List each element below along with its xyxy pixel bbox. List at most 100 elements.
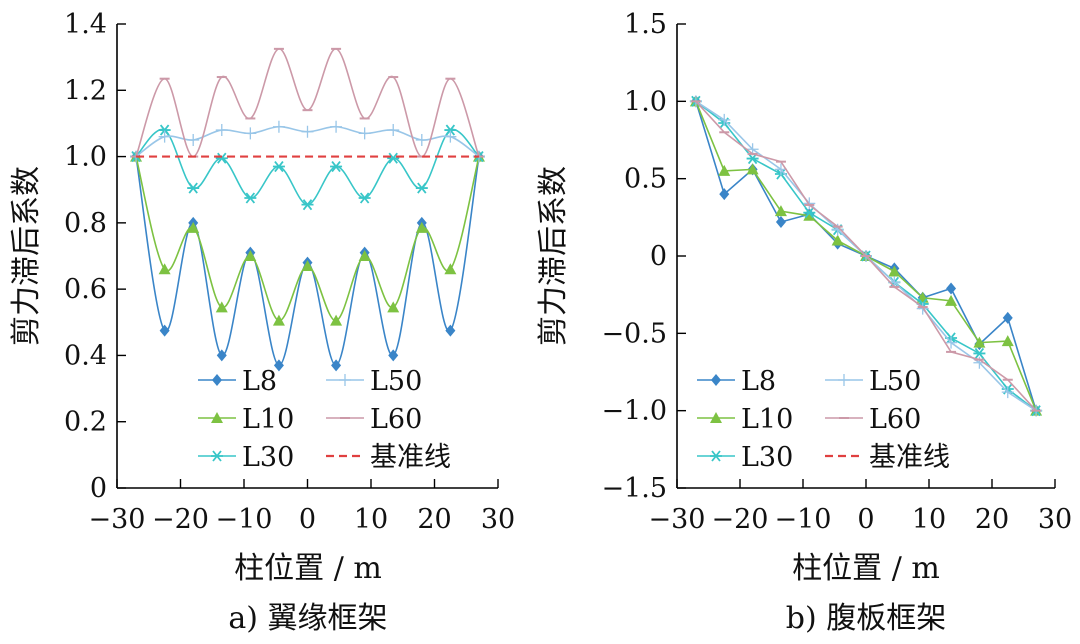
legend-item-l60: L60 <box>825 404 921 435</box>
axes-a: 0 0.2 0.4 0.6 0.8 1.0 1.2 1.4 −30 −20 −10 0 10 20 30 <box>64 9 515 535</box>
legend-marker-l10 <box>211 412 223 423</box>
panel-web-frame: 剪力滞后系数 柱位置 / m b) 腹板框架 −1.5 −1.0 −0.5 0 0.5 1… <box>536 9 1072 636</box>
legend-label-l30: L30 <box>741 442 793 473</box>
x-tick-label: 30 <box>1038 504 1072 535</box>
x-tick-label: 20 <box>417 504 451 535</box>
data-point-l10 <box>746 163 759 175</box>
data-point-l10 <box>387 301 400 313</box>
legend-marker-l50 <box>838 374 850 386</box>
axes-b: −1.5 −1.0 −0.5 0 0.5 1.0 1.5 −30 −20 −10 0 10 20 30 <box>601 9 1072 535</box>
data-point-l50 <box>1001 386 1014 399</box>
legend-marker-l8 <box>212 374 222 386</box>
legend-label-l50: L50 <box>869 366 921 397</box>
x-axis-title-b: 柱位置 / m <box>792 551 940 586</box>
data-point-l10 <box>888 265 901 277</box>
legend-label-l10: L10 <box>242 404 294 435</box>
y-tick-label: 0 <box>650 241 667 272</box>
data-point-l30 <box>330 160 343 173</box>
legend-item-l10: L10 <box>198 404 294 435</box>
x-tick-label: 20 <box>975 504 1009 535</box>
legend-marker-l10 <box>710 412 722 423</box>
data-point-l10 <box>415 221 428 233</box>
x-tick-label: 10 <box>354 504 388 535</box>
legend-item-baseline: 基准线 <box>326 442 451 473</box>
y-tick-label: 1.5 <box>624 9 667 40</box>
series-line-l30 <box>135 128 480 206</box>
legend-label-l30: L30 <box>242 442 294 473</box>
data-point-l30 <box>803 207 816 219</box>
data-point-l8 <box>273 359 284 372</box>
data-point-l8 <box>216 349 227 362</box>
y-tick-label: 1.0 <box>624 86 667 117</box>
data-point-l50 <box>187 134 200 146</box>
series-l60 <box>131 47 484 158</box>
data-point-l10 <box>158 263 171 275</box>
data-point-l10 <box>945 294 958 306</box>
y-axis-title-b: 剪力滞后系数 <box>536 166 571 346</box>
x-tick-label: 0 <box>299 504 316 535</box>
y-tick-label: 0.8 <box>64 208 107 239</box>
legend-label-l50: L50 <box>370 366 422 397</box>
legend-marker-l50 <box>339 374 351 386</box>
panel-flange-frame: 剪力滞后系数 柱位置 / m a) 翼缘框架 0 0.2 0.4 0.6 0.8 1.0 1… <box>9 9 515 636</box>
data-point-l10 <box>215 301 228 313</box>
data-point-l30 <box>215 152 228 164</box>
data-point-l8 <box>775 215 786 228</box>
data-point-l50 <box>244 127 257 140</box>
data-point-l50 <box>358 127 371 140</box>
y-axis-title-a: 剪力滞后系数 <box>9 166 44 346</box>
data-point-l8 <box>331 359 342 372</box>
legend-item-l30: L30 <box>198 442 294 473</box>
legend-item-l60: L60 <box>326 404 422 435</box>
legend-item-l50: L50 <box>825 366 921 397</box>
legend-b: L8 L10 L30 L50 L60 基准线 <box>697 366 950 473</box>
data-point-l8 <box>445 324 456 337</box>
x-tick-label: −30 <box>649 504 706 535</box>
x-tick-label: 0 <box>857 504 874 535</box>
legend-item-l8: L8 <box>198 366 277 397</box>
data-point-l10 <box>718 164 731 176</box>
data-point-l50 <box>301 125 314 138</box>
data-point-l10 <box>301 259 314 271</box>
data-point-l10 <box>973 336 986 348</box>
data-point-l30 <box>444 124 457 136</box>
series-l60 <box>690 100 1042 412</box>
data-point-l8 <box>719 188 730 201</box>
legend-label-l8: L8 <box>741 366 776 397</box>
data-point-l30 <box>415 182 428 194</box>
data-point-l8 <box>388 349 399 362</box>
data-point-l10 <box>831 234 844 246</box>
caption-a: a) 翼缘框架 <box>228 601 387 636</box>
data-point-l50 <box>916 302 929 315</box>
legend-a: L8 L10 L30 L50 L60 基准线 <box>198 366 451 473</box>
data-point-l10 <box>358 250 371 261</box>
data-point-l10 <box>330 314 343 326</box>
y-tick-label: −1.0 <box>601 396 667 427</box>
legend-label-baseline: 基准线 <box>370 442 451 473</box>
x-tick-label: −10 <box>775 504 832 535</box>
data-point-l30 <box>387 152 400 164</box>
legend-item-l8: L8 <box>697 366 776 397</box>
data-point-l8 <box>946 282 957 295</box>
x-tick-label: 10 <box>912 504 946 535</box>
legend-label-l60: L60 <box>370 404 422 435</box>
plot-area-a <box>130 47 485 372</box>
legend-label-baseline: 基准线 <box>869 442 950 473</box>
legend-item-l30: L30 <box>697 442 793 473</box>
data-point-l8 <box>159 324 170 337</box>
x-tick-label: −20 <box>712 504 769 535</box>
data-point-l50 <box>444 130 457 143</box>
data-point-l10 <box>272 314 285 326</box>
data-point-l50 <box>272 120 285 133</box>
data-point-l50 <box>803 197 816 210</box>
legend-item-l50: L50 <box>326 366 422 397</box>
x-tick-label: −30 <box>89 504 146 535</box>
data-point-l30 <box>272 160 285 173</box>
data-point-l50 <box>387 124 400 137</box>
y-tick-label: 1.0 <box>64 142 107 173</box>
data-point-l10 <box>803 209 816 221</box>
y-tick-label: 0 <box>90 473 107 504</box>
data-point-l10 <box>774 205 787 217</box>
data-point-l30 <box>973 347 986 360</box>
legend-item-l10: L10 <box>697 404 793 435</box>
